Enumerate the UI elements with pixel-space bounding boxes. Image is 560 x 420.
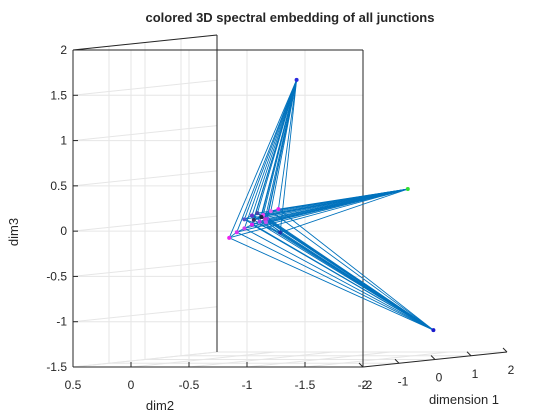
x-tick-label: -1 [398,374,409,388]
z-tick-label: 0 [60,224,67,238]
edge-line [229,237,434,331]
x-axis-label: dimension 1 [429,392,499,407]
edge-line [253,219,434,331]
y-tick-label: -1.5 [295,378,316,392]
x-tick [430,355,436,360]
y-axis-label: dim2 [146,398,174,413]
edge-line [270,210,434,331]
y-tick-label: -2 [358,378,369,392]
data-point [294,77,299,82]
data-point [234,230,239,235]
z-tick-label: -0.5 [46,269,67,283]
edge-lines [228,79,434,331]
edge-line [244,227,434,331]
x-tick [358,362,364,368]
y-tick-label: -1 [242,378,253,392]
edge-line [229,188,408,239]
data-point [242,217,247,222]
edge-line [236,231,434,331]
data-point [257,219,262,224]
y-tick-label: 0 [128,378,135,392]
data-point [263,220,268,225]
point-markers [227,77,436,333]
edge-line [251,215,266,220]
edge-line [243,79,298,220]
y-tick-label: 0.5 [65,378,82,392]
z-tick-label: 1 [60,134,67,148]
edge-line [256,79,298,214]
edge-line [280,188,408,233]
y-tick-label: -0.5 [179,378,200,392]
x-tick [466,351,472,357]
y-gridline [246,351,392,368]
y-gridline [188,351,334,368]
x-tick-label: 2 [508,363,515,377]
edge-line [244,218,434,331]
edge-line [264,188,408,220]
edge-line [251,188,408,216]
edge-line [244,218,281,233]
edge-line [260,79,298,218]
x-tick-label: 0 [436,371,443,385]
z-tick-label: 0.5 [50,179,67,193]
x-tick [502,347,508,353]
edge-line [277,79,298,210]
z-tick-label: 1.5 [50,88,67,102]
data-point [259,214,264,219]
data-point [250,213,254,218]
data-point [278,230,283,235]
data-point [276,207,281,212]
edge-line [265,221,434,331]
y-gridline [72,351,218,368]
y-gridline [130,351,276,368]
edge-line [265,79,298,223]
edge-line [278,208,434,331]
chart-title: colored 3D spectral embedding of all jun… [146,10,435,25]
data-point [405,187,410,192]
z-tick-label: -1 [56,315,67,329]
y-gridline [304,351,450,368]
data-point [431,328,436,333]
box-edge [72,34,218,51]
data-point [255,211,260,216]
data-point [250,222,254,227]
data-point [268,209,273,214]
z-tick-label: 2 [60,43,67,57]
edge-line [251,79,298,216]
x-tick-label: 1 [472,367,479,381]
edge-line [279,79,298,233]
z-axis-label: dim3 [6,218,21,246]
edge-line [228,79,298,238]
x-tick [394,358,400,364]
data-point [251,217,256,222]
x-tick-label: -2 [362,378,373,392]
edge-line [243,79,298,229]
edge-line [265,188,408,223]
z-tick-label: -1.5 [46,360,67,374]
data-point [242,226,247,231]
data-point [227,235,232,240]
